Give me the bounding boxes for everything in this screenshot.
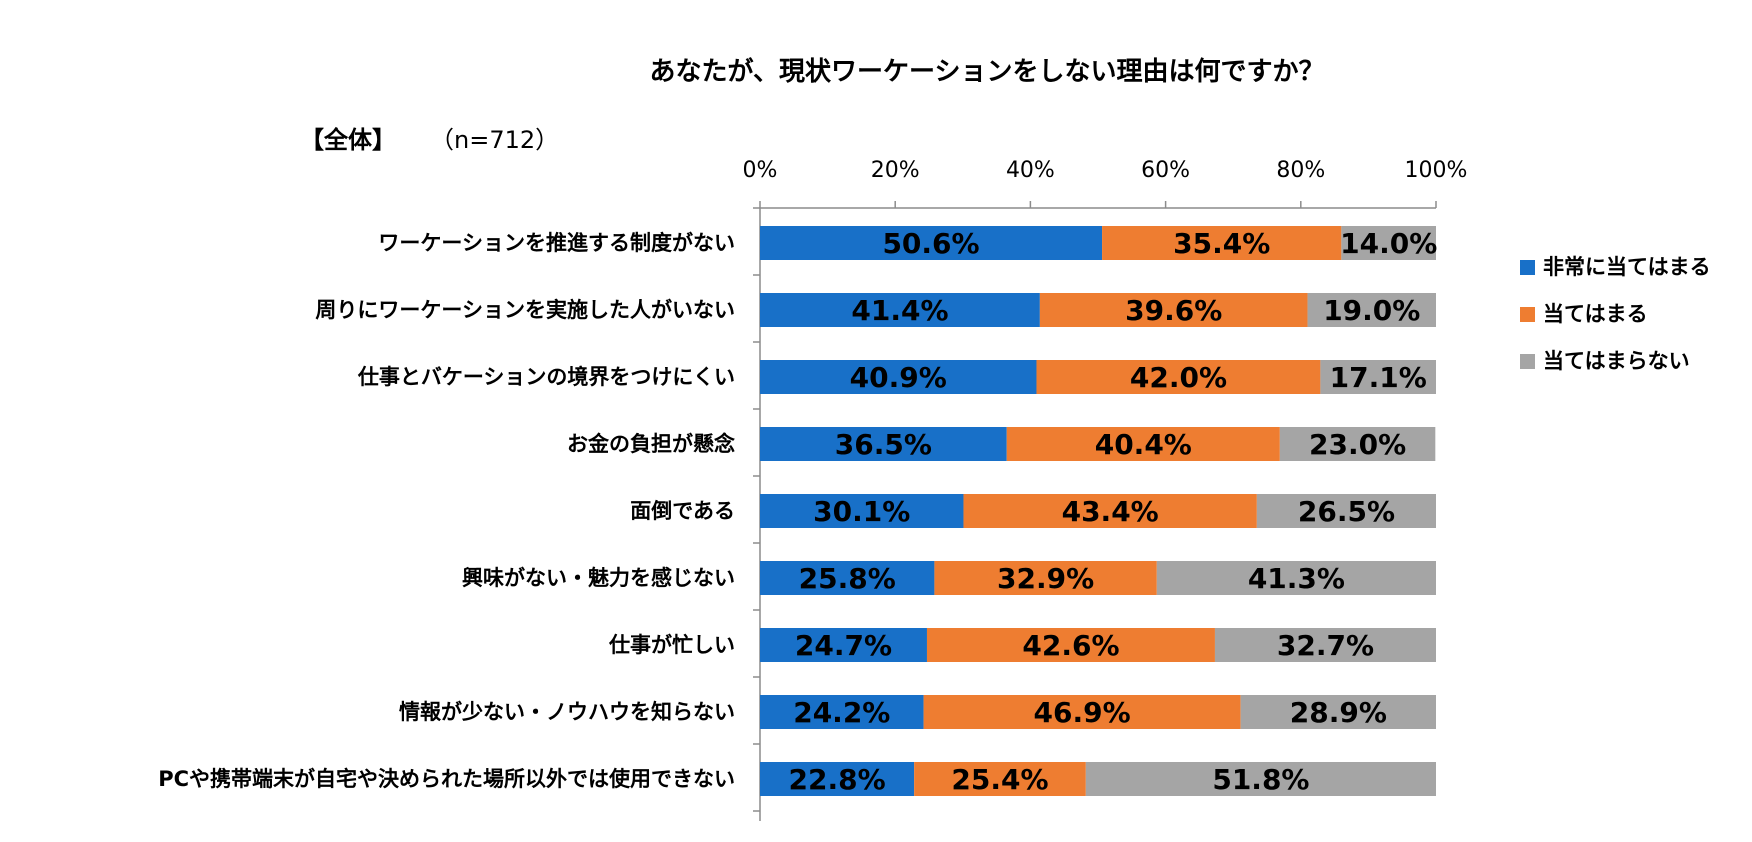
bar-value-label: 51.8% [1212, 763, 1309, 796]
x-axis: 0% 20% 40% 60% 80% 100% [743, 158, 1468, 821]
bar-segment [963, 494, 1257, 528]
bar-value-label: 28.9% [1290, 696, 1387, 729]
category-label: 面倒である [630, 499, 735, 523]
bar-value-label: 40.9% [850, 361, 947, 394]
bar-value-label: 26.5% [1298, 495, 1395, 528]
bar-segment [1039, 293, 1308, 327]
bar-segment [914, 762, 1086, 796]
bar-segment [760, 561, 935, 595]
bar-value-label: 23.0% [1309, 428, 1406, 461]
bars: 50.6% 35.4% 14.0% 41.4% 39.6% 19.0% 40.9% 42.0%… [760, 226, 1437, 796]
bar-value-label: 19.0% [1323, 294, 1420, 327]
bar-value-label: 25.4% [951, 763, 1048, 796]
bar-value-label: 46.9% [1034, 696, 1131, 729]
bar-segment [1320, 360, 1436, 394]
bar-segment [1156, 561, 1436, 595]
bar-value-label: 41.3% [1248, 562, 1345, 595]
bar-segment [760, 494, 964, 528]
category-label: ワーケーションを推進する制度がない [378, 231, 735, 255]
bar-segment [760, 628, 927, 662]
x-tick-label: 60% [1141, 158, 1190, 183]
bar-segment [926, 628, 1215, 662]
bar-segment [1006, 427, 1280, 461]
bar-value-label: 40.4% [1095, 428, 1192, 461]
bar-value-label: 17.1% [1330, 361, 1427, 394]
x-tick-label: 20% [871, 158, 920, 183]
category-label: 興味がない・魅力を感じない [462, 566, 735, 590]
bar-value-label: 24.7% [795, 629, 892, 662]
bar-value-label: 42.6% [1022, 629, 1119, 662]
category-label: 周りにワーケーションを実施した人がいない [315, 298, 735, 322]
x-tick-label: 0% [743, 158, 778, 183]
category-label: PCや携帯端末が自宅や決められた場所以外では使用できない [158, 767, 735, 791]
bar-value-label: 14.0% [1340, 227, 1437, 260]
category-label: 仕事が忙しい [608, 633, 735, 657]
bar-segment [760, 762, 915, 796]
x-tick-label: 80% [1276, 158, 1325, 183]
bar-value-label: 24.2% [793, 696, 890, 729]
category-labels: ワーケーションを推進する制度がない周りにワーケーションを実施した人がいない仕事と… [158, 231, 735, 791]
bar-segment [760, 293, 1040, 327]
bar-value-label: 32.7% [1277, 629, 1374, 662]
category-label: 情報が少ない・ノウハウを知らない [399, 700, 735, 724]
bar-segment [760, 360, 1037, 394]
legend-entry: 当てはまらない [1543, 349, 1690, 373]
bar-segment [1279, 427, 1436, 461]
legend-swatch [1520, 307, 1535, 322]
bar-value-label: 36.5% [835, 428, 932, 461]
legend-entry: 非常に当てはまる [1543, 255, 1711, 279]
bar-segment [923, 695, 1241, 729]
legend-entry: 当てはまる [1543, 302, 1648, 326]
legend-swatch [1520, 260, 1535, 275]
chart-subtitle: 【全体】 [300, 126, 396, 154]
bar-value-label: 43.4% [1062, 495, 1159, 528]
category-label: お金の負担が懸念 [567, 432, 735, 456]
bar-segment [760, 226, 1103, 260]
bar-value-label: 39.6% [1125, 294, 1222, 327]
category-label: 仕事とバケーションの境界をつけにくい [357, 365, 735, 389]
bar-segment [1085, 762, 1436, 796]
bar-segment [934, 561, 1157, 595]
bar-value-label: 22.8% [788, 763, 885, 796]
bar-segment [1036, 360, 1321, 394]
x-tick-label: 40% [1006, 158, 1055, 183]
bar-segment [760, 695, 924, 729]
bar-value-label: 42.0% [1130, 361, 1227, 394]
bar-value-label: 32.9% [997, 562, 1094, 595]
bar-value-label: 35.4% [1173, 227, 1270, 260]
bar-segment [1214, 628, 1436, 662]
sample-size: （n=712） [430, 126, 559, 154]
x-tick-label: 100% [1405, 158, 1468, 183]
bar-segment [1102, 226, 1342, 260]
bar-value-label: 25.8% [799, 562, 896, 595]
bar-value-label: 30.1% [813, 495, 910, 528]
legend-swatch [1520, 354, 1535, 369]
bar-segment [1240, 695, 1436, 729]
bar-segment [1307, 293, 1436, 327]
bar-value-label: 50.6% [882, 227, 979, 260]
bar-segment [1256, 494, 1436, 528]
bar-segment [1341, 226, 1436, 260]
bar-value-label: 41.4% [851, 294, 948, 327]
bar-segment [760, 427, 1007, 461]
chart-title: あなたが、現状ワーケーションをしない理由は何ですか？ [650, 56, 1325, 87]
